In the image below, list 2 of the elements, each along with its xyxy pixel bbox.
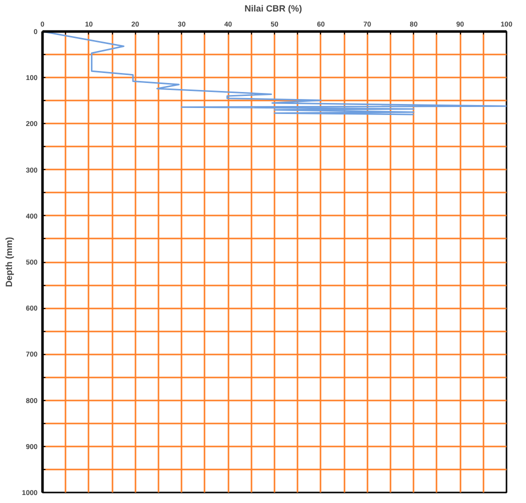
x-axis-title: Nilai CBR (%) bbox=[244, 4, 302, 14]
y-axis-title: Depth (mm) bbox=[4, 237, 14, 287]
